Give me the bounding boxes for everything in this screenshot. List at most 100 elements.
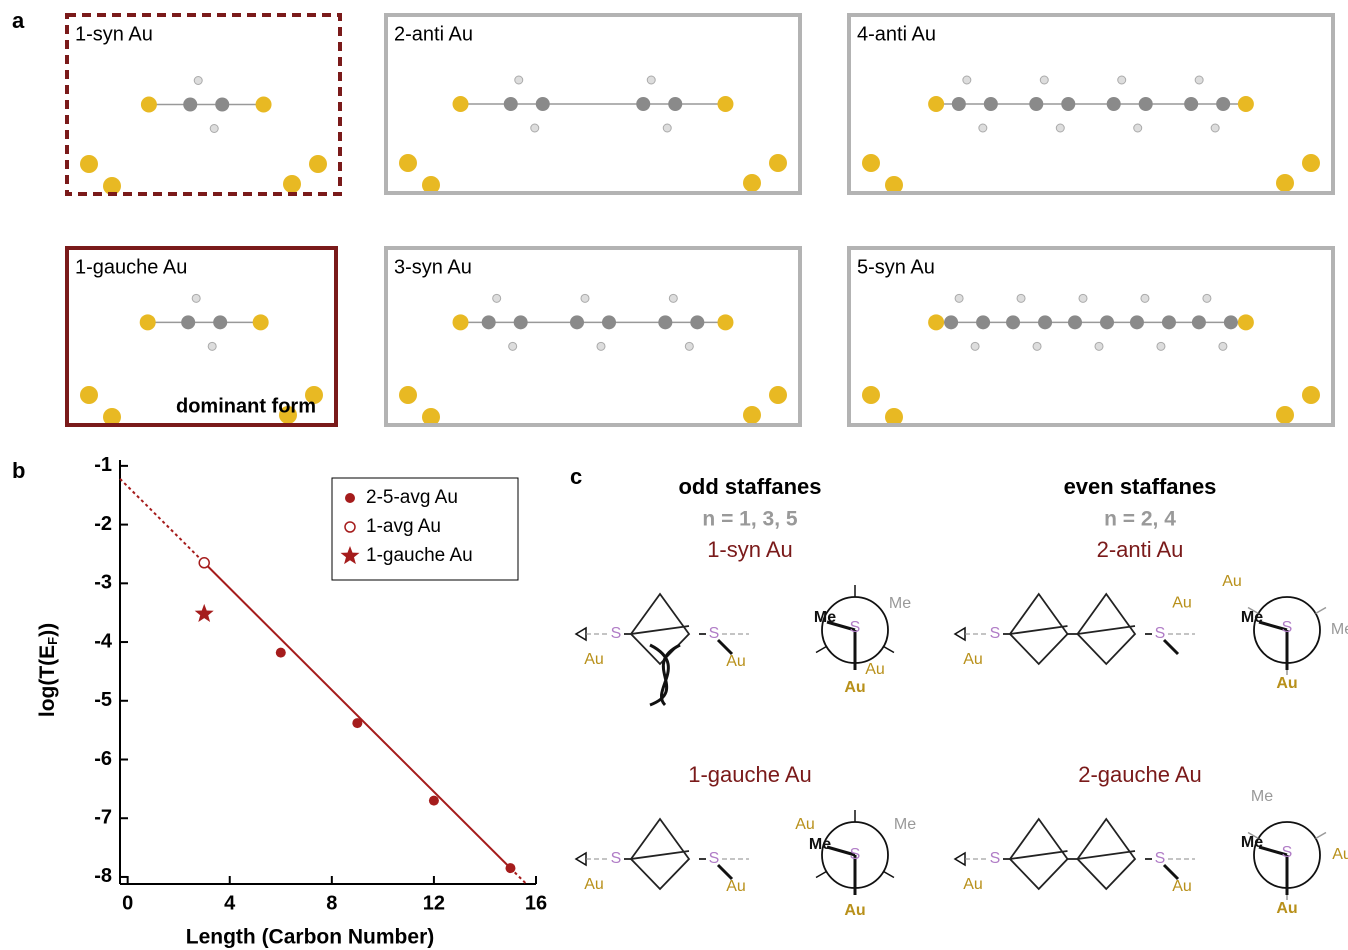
wedge-bond: [1164, 865, 1178, 879]
gold-atom: [80, 155, 98, 173]
structure-diagram: SAuSAuAuMeSMeAu: [955, 573, 1348, 692]
legend-label: 1-avg Au: [366, 516, 441, 537]
gold-atom: [1276, 174, 1294, 192]
atom-label: Au: [726, 653, 746, 670]
carbon-atom: [181, 315, 195, 329]
newman-label: Au: [844, 902, 865, 919]
hydrogen-atom: [1134, 124, 1142, 132]
point: [429, 796, 439, 806]
newman-label: Au: [1276, 675, 1297, 692]
carbon-atom: [944, 315, 958, 329]
atom-label: Au: [963, 651, 983, 668]
gold-atom: [80, 386, 98, 404]
carbon-atom: [1224, 315, 1238, 329]
newman-back-bond: [816, 872, 826, 878]
newman-label: Me: [809, 836, 831, 853]
newman-label: Me: [1251, 788, 1273, 805]
gold-atom: [399, 386, 417, 404]
sulfur-atom: [717, 96, 733, 112]
hydrogen-atom: [1141, 294, 1149, 302]
hydrogen-atom: [955, 294, 963, 302]
x-tick-label: 16: [525, 892, 547, 914]
newman-label: Me: [1241, 609, 1263, 626]
cage: [1078, 819, 1136, 889]
carbon-atom: [1162, 315, 1176, 329]
newman-back-bond: [816, 647, 826, 653]
newman-back-bond: [884, 647, 894, 653]
carbon-atom: [602, 315, 616, 329]
atom-label: S: [1155, 625, 1166, 642]
hydrogen-atom: [1195, 76, 1203, 84]
newman-label: Au: [795, 816, 815, 833]
open-marker: [345, 522, 355, 532]
gold-atom: [743, 406, 761, 424]
hydrogen-atom: [1219, 342, 1227, 350]
wedge-bond: [718, 640, 732, 654]
carbon-atom: [668, 97, 682, 111]
hydrogen-atom: [515, 76, 523, 84]
carbon-atom: [636, 97, 650, 111]
carbon-atom: [1029, 97, 1043, 111]
conformer-label: 1-syn Au: [707, 537, 793, 562]
gold-atom: [769, 154, 787, 172]
y-tick-label: -8: [94, 865, 112, 887]
newman-back-bond: [1316, 608, 1326, 614]
gold-atom: [743, 174, 761, 192]
legend-label: 2-5-avg Au: [366, 487, 458, 508]
structure-label: 3-syn Au: [394, 256, 472, 278]
point: [505, 863, 515, 873]
y-tick-label: -4: [94, 630, 113, 652]
x-tick-label: 12: [423, 892, 445, 914]
gold-atom: [399, 154, 417, 172]
gold-atom: [769, 386, 787, 404]
y-axis-title-part: log(T(E: [36, 645, 59, 717]
column-subtitle: n = 1, 3, 5: [702, 508, 797, 531]
hydrogen-atom: [194, 77, 202, 85]
gold-atom: [1302, 386, 1320, 404]
open-marker: [199, 558, 209, 568]
gold-atom: [862, 154, 880, 172]
carbon-atom: [183, 98, 197, 112]
hydrogen-atom: [581, 294, 589, 302]
cage: [631, 594, 689, 664]
carbon-atom: [1184, 97, 1198, 111]
newman-back-bond: [1316, 833, 1326, 839]
y-tick-label: -5: [94, 689, 112, 711]
hydrogen-atom: [208, 342, 216, 350]
hydrogen-atom: [685, 342, 693, 350]
y-axis-title: log(T(EF)): [36, 623, 61, 717]
y-tick-label: -2: [94, 513, 112, 535]
x-axis-title: Length (Carbon Number): [186, 926, 434, 949]
panel-label: c: [570, 464, 582, 489]
legend-label: 1-gauche Au: [366, 545, 473, 566]
x-tick-label: 4: [224, 892, 236, 914]
carbon-atom: [658, 315, 672, 329]
rotation-arrow: [650, 645, 680, 705]
atom-label: Au: [726, 878, 746, 895]
sulfur-atom: [140, 314, 156, 330]
structure-label: 4-anti Au: [857, 23, 936, 45]
hydrogen-atom: [971, 342, 979, 350]
hydrogen-atom: [210, 125, 218, 133]
structure-label: 1-gauche Au: [75, 256, 187, 278]
atom-label: Au: [584, 876, 604, 893]
atom-label: S: [990, 625, 1001, 642]
carbon-atom: [690, 315, 704, 329]
gold-atom: [1276, 406, 1294, 424]
carbon-atom: [514, 315, 528, 329]
hydrogen-atom: [1033, 342, 1041, 350]
carbon-atom: [570, 315, 584, 329]
conformer-label: 2-anti Au: [1097, 537, 1184, 562]
structure-panel: 4-anti Au: [849, 15, 1333, 194]
newman-label: S: [850, 619, 861, 636]
hydrogen-atom: [509, 342, 517, 350]
y-axis-title-part: F: [45, 637, 60, 645]
carbon-atom: [1006, 315, 1020, 329]
newman-label: Me: [889, 595, 911, 612]
bond: [955, 628, 965, 640]
structure-panel: 3-syn Au: [386, 248, 800, 426]
gold-atom: [309, 155, 327, 173]
x-tick-label: 0: [122, 892, 133, 914]
carbon-atom: [1061, 97, 1075, 111]
